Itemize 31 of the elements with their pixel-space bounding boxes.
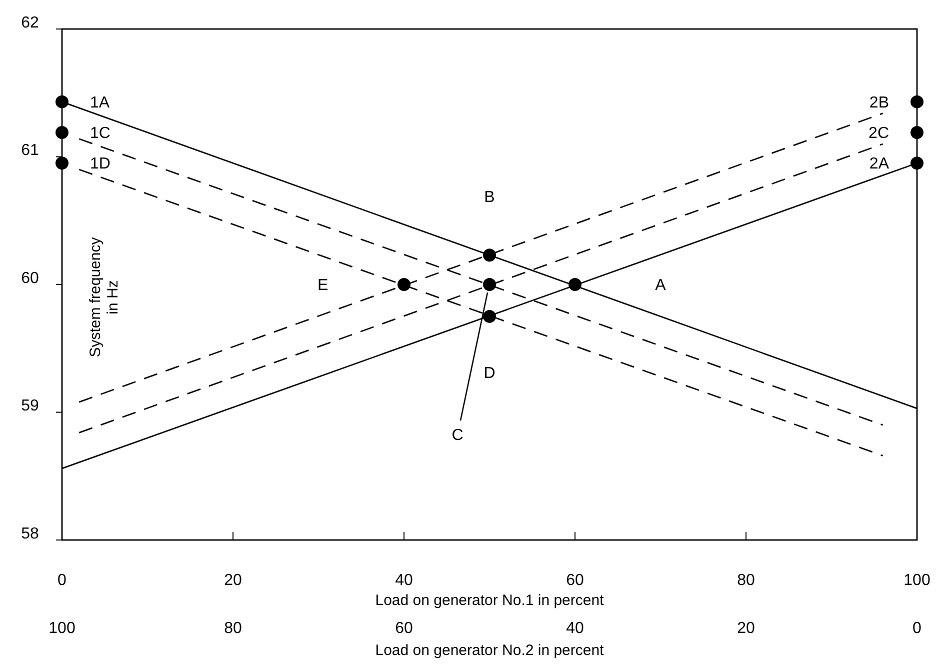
x2-tick-label: 100 bbox=[48, 620, 76, 637]
x-tick-label: 40 bbox=[395, 572, 413, 589]
annotation: C bbox=[452, 427, 464, 444]
x2-tick-label: 60 bbox=[395, 620, 413, 637]
x-tick-label: 100 bbox=[904, 572, 930, 589]
x-tick-label: 20 bbox=[224, 572, 242, 589]
y-tick-label: 62 bbox=[21, 14, 39, 32]
x-axis-title: Load on generator No.1 in percent bbox=[375, 592, 605, 609]
y-tick-label: 58 bbox=[21, 525, 39, 542]
annotation: E bbox=[317, 277, 328, 294]
annotation: 2A bbox=[869, 156, 890, 173]
y-tick-label: 59 bbox=[21, 398, 39, 415]
annotation: 2C bbox=[868, 125, 889, 142]
y-tick-label: 61 bbox=[21, 142, 39, 160]
x2-axis-title: Load on generator No.2 in percent bbox=[375, 642, 605, 659]
x-tick-label: 0 bbox=[58, 572, 67, 589]
x-tick-label: 60 bbox=[566, 572, 584, 589]
annotation: 1A bbox=[90, 94, 110, 112]
annotation: D bbox=[484, 365, 496, 382]
y-tick-label: 60 bbox=[21, 270, 39, 287]
x2-tick-label: 20 bbox=[737, 620, 755, 637]
annotation: 1C bbox=[90, 125, 110, 142]
annotation: A bbox=[655, 277, 666, 294]
y-axis-title: System frequency in Hz bbox=[87, 236, 122, 358]
annotation: B bbox=[484, 188, 495, 206]
x2-tick-label: 0 bbox=[912, 620, 922, 637]
x2-tick-label: 80 bbox=[224, 620, 242, 637]
x-tick-label: 80 bbox=[737, 572, 755, 589]
x2-tick-label: 40 bbox=[566, 620, 584, 637]
annotation: 2B bbox=[869, 94, 889, 112]
annotation: 1D bbox=[90, 156, 110, 173]
